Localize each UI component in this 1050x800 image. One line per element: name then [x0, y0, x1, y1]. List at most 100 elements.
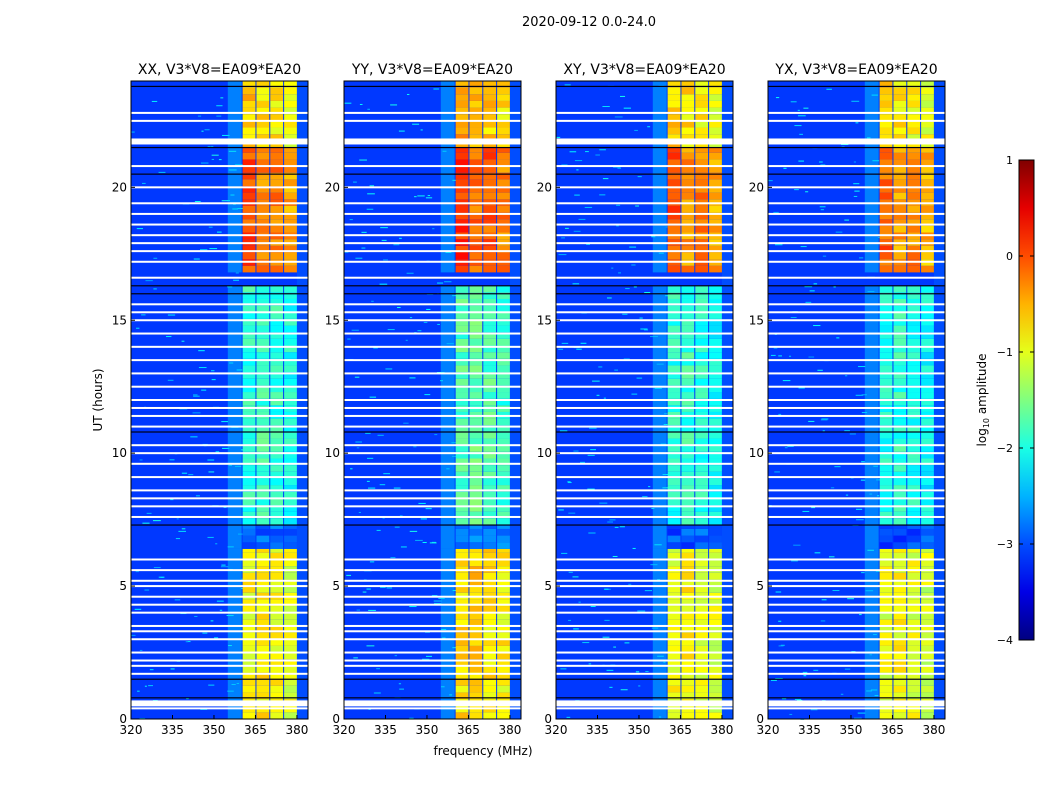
heatmap-cell	[681, 586, 695, 593]
heatmap-cell	[652, 548, 667, 719]
heatmap-cell	[497, 478, 510, 486]
heatmap-cell	[284, 338, 297, 346]
heatmap-cell	[681, 625, 695, 633]
heatmap-cell	[483, 114, 497, 121]
heatmap-cell	[893, 332, 907, 339]
heatmap-cell	[427, 195, 431, 197]
heatmap-cell	[681, 179, 695, 187]
flagged-row	[556, 406, 733, 409]
heatmap-cell	[455, 81, 469, 88]
heatmap-cell	[861, 461, 865, 463]
heatmap-cell	[469, 212, 483, 220]
heatmap-cell	[804, 286, 813, 288]
heatmap-cell	[215, 451, 220, 453]
heatmap-cell	[893, 114, 907, 121]
heatmap-cell	[483, 478, 497, 486]
heatmap-cell	[778, 620, 782, 622]
heatmap-cell	[709, 205, 722, 213]
heatmap-cell	[667, 332, 681, 339]
heatmap-cell	[921, 107, 934, 115]
heatmap-cell	[893, 107, 907, 115]
flagged-row	[768, 664, 945, 667]
heatmap-cell	[561, 342, 569, 344]
heatmap-cell	[469, 120, 483, 128]
heatmap-cell	[921, 625, 934, 633]
flagged-row	[556, 139, 733, 145]
flagged-row	[768, 311, 945, 314]
heatmap-cell	[469, 127, 483, 135]
flagged-row	[344, 250, 521, 253]
heatmap-cell	[218, 159, 222, 161]
heatmap-cell	[284, 107, 297, 115]
heatmap-cell	[907, 285, 921, 293]
heatmap-cell	[709, 365, 722, 373]
heatmap-cell	[455, 478, 469, 486]
heatmap-cell	[469, 398, 483, 406]
heatmap-cell	[242, 120, 256, 128]
heatmap-cell	[256, 632, 270, 640]
dark-row	[344, 285, 521, 287]
heatmap-cell	[270, 425, 284, 432]
heatmap-cell	[695, 559, 709, 567]
heatmap-cell	[455, 445, 469, 452]
heatmap-cell	[695, 579, 709, 587]
heatmap-cell	[497, 445, 510, 452]
heatmap-cell	[681, 100, 695, 108]
heatmap-cell	[556, 136, 561, 138]
heatmap-cell	[695, 94, 709, 101]
heatmap-cell	[455, 535, 469, 543]
heatmap-cell	[709, 107, 722, 115]
heatmap-cell	[497, 325, 510, 333]
heatmap-cell	[409, 317, 413, 319]
heatmap-cell	[270, 358, 284, 366]
heatmap-cell	[582, 642, 590, 644]
heatmap-cell	[483, 445, 497, 452]
heatmap-cell	[893, 579, 907, 587]
heatmap-cell	[469, 505, 483, 512]
heatmap-cell	[193, 258, 200, 260]
heatmap-cell	[624, 642, 630, 644]
heatmap-cell	[242, 159, 256, 167]
heatmap-cell	[667, 219, 681, 226]
heatmap-cell	[483, 451, 497, 459]
heatmap-cell	[573, 230, 581, 232]
heatmap-cell	[667, 152, 681, 160]
heatmap-cell	[667, 579, 681, 587]
heatmap-cell	[921, 498, 934, 506]
heatmap-cell	[284, 252, 297, 260]
heatmap-cell	[242, 345, 256, 353]
heatmap-cell	[152, 520, 161, 522]
heatmap-cell	[469, 559, 483, 567]
heatmap-cell	[424, 394, 431, 396]
dark-row	[556, 431, 733, 433]
x-tick-label: 350	[628, 723, 651, 737]
heatmap-cell	[434, 434, 438, 436]
heatmap-cell	[709, 712, 722, 719]
heatmap-cell	[787, 445, 794, 447]
heatmap-cell	[667, 100, 681, 108]
heatmap-cell	[413, 446, 417, 448]
heatmap-cell	[497, 398, 510, 406]
flagged-row	[344, 319, 521, 322]
heatmap-cell	[921, 465, 934, 472]
heatmap-cell	[270, 385, 284, 393]
heatmap-cell	[893, 298, 907, 306]
heatmap-cell	[907, 94, 921, 101]
heatmap-cell	[832, 589, 840, 591]
heatmap-cell	[208, 684, 215, 686]
heatmap-cell	[242, 179, 256, 187]
heatmap-cell	[242, 632, 256, 640]
heatmap-cell	[455, 672, 469, 680]
axes-frame	[767, 80, 946, 720]
heatmap-cell	[709, 659, 722, 666]
heatmap-cell	[176, 518, 179, 520]
heatmap-cell	[242, 548, 256, 553]
heatmap-cell	[483, 425, 497, 432]
heatmap-cell	[921, 134, 934, 141]
heatmap-cell	[907, 552, 921, 560]
heatmap-cell	[412, 123, 420, 125]
heatmap-cell	[469, 485, 483, 492]
heatmap-cell	[497, 528, 510, 536]
heatmap-cell	[805, 301, 812, 303]
heatmap-cell	[270, 685, 284, 693]
